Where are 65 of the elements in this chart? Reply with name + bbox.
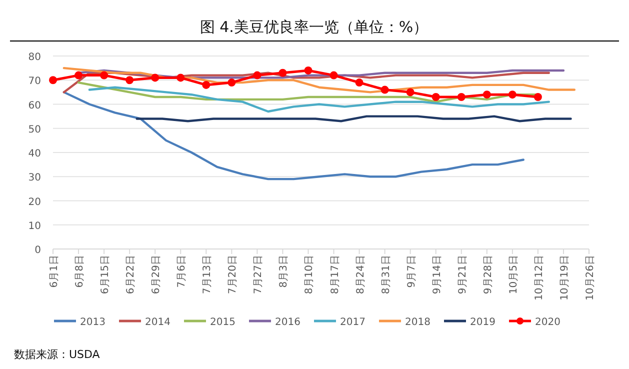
x-tick-label: 8月3日 [278, 255, 290, 288]
line-series [62, 91, 524, 180]
source-note: 数据来源：USDA [14, 348, 100, 361]
x-tick-label: 9月14日 [432, 255, 443, 294]
y-tick-label: 30 [28, 172, 41, 184]
point [176, 74, 185, 82]
legend-label: 2016 [275, 317, 300, 328]
x-tick-label: 9月7日 [406, 255, 418, 288]
point [508, 90, 516, 99]
y-tick-label: 0 [34, 245, 41, 256]
x-tick-label: 7月6日 [176, 255, 188, 288]
x-tick-label: 6月15日 [100, 255, 112, 294]
point [49, 76, 57, 84]
x-tick-label: 9月28日 [482, 255, 494, 294]
x-tick-label: 10月19日 [559, 255, 570, 300]
legend-label: 2017 [340, 317, 366, 328]
x-tick-label: 9月21日 [457, 255, 468, 294]
x-tick-label: 7月27日 [253, 255, 264, 294]
legend-label: 2014 [145, 317, 170, 328]
y-tick-label: 60 [28, 100, 41, 112]
x-tick-label: 6月1日 [49, 255, 60, 288]
point [482, 90, 491, 99]
y-tick-label: 40 [28, 148, 41, 160]
x-tick-label: 6月8日 [74, 255, 86, 288]
point [151, 74, 160, 82]
legend-label: 2020 [535, 317, 560, 328]
x-tick-label: 8月10日 [304, 255, 316, 294]
point [253, 71, 262, 80]
point [278, 68, 287, 77]
chart-title: 图 4.美豆优良率一览（单位：%） [200, 18, 428, 36]
point [406, 88, 414, 96]
x-tick-label: 10月5日 [508, 255, 520, 294]
x-tick-label: 8月17日 [330, 255, 341, 294]
point [457, 93, 466, 102]
y-tick-label: 50 [28, 124, 41, 136]
y-tick-label: 20 [28, 196, 41, 208]
point [126, 76, 134, 84]
point [380, 86, 389, 94]
legend-label: 2019 [470, 317, 496, 328]
y-tick-label: 70 [28, 76, 41, 88]
line-series [88, 86, 550, 113]
point [228, 78, 236, 87]
legend-label: 2015 [210, 317, 236, 328]
legend-label: 2013 [80, 317, 106, 328]
legend-label: 2018 [405, 317, 430, 328]
x-tick-label: 10月12日 [534, 255, 545, 300]
point [74, 71, 83, 80]
line-series [62, 66, 576, 94]
point [355, 78, 364, 87]
x-tick-label: 6月22日 [126, 255, 137, 294]
point [202, 80, 210, 89]
point [432, 93, 440, 102]
point [100, 71, 108, 80]
y-tick-label: 80 [28, 52, 41, 63]
x-tick-label: 6月29日 [151, 255, 162, 294]
x-tick-label: 7月20日 [228, 255, 239, 294]
point [304, 66, 312, 74]
y-tick-label: 10 [28, 220, 41, 232]
point [534, 93, 542, 102]
x-tick-label: 10月26日 [585, 255, 596, 300]
line-series [62, 72, 550, 94]
x-tick-label: 8月24日 [355, 255, 366, 294]
x-tick-label: 7月13日 [202, 255, 214, 294]
x-tick-label: 8月31日 [380, 255, 392, 294]
point [330, 71, 338, 80]
